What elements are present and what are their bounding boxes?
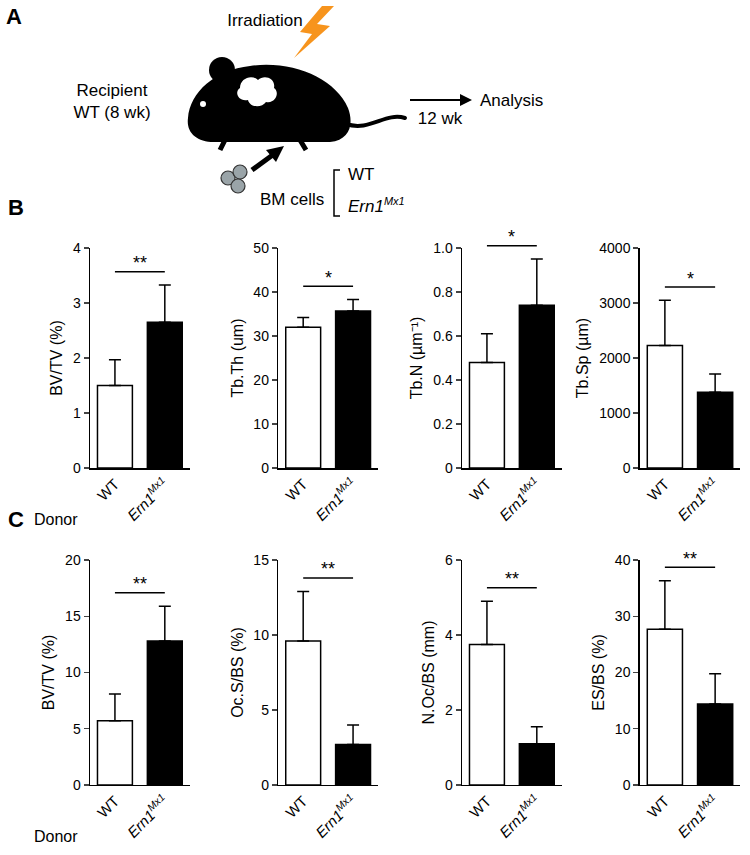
- svg-text:4: 4: [445, 627, 453, 643]
- svg-text:WT: WT: [466, 792, 495, 821]
- svg-text:WT: WT: [644, 475, 673, 504]
- svg-text:20: 20: [253, 372, 269, 388]
- svg-text:Ern1​Mx1​: Ern1​Mx1​: [672, 474, 722, 524]
- svg-text:30: 30: [615, 608, 631, 624]
- svg-text:Oc.S/BS (%): Oc.S/BS (%): [229, 627, 246, 718]
- svg-text:0.4: 0.4: [433, 372, 453, 388]
- svg-text:5: 5: [73, 721, 81, 737]
- svg-text:50: 50: [253, 240, 269, 256]
- svg-text:Analysis: Analysis: [480, 91, 543, 110]
- svg-text:Ern1​Mx1​: Ern1​Mx1​: [122, 474, 172, 524]
- svg-text:WT: WT: [348, 165, 374, 184]
- svg-text:2000: 2000: [599, 350, 630, 366]
- svg-text:10: 10: [253, 416, 269, 432]
- svg-text:Tb.Sp (µm): Tb.Sp (µm): [574, 318, 591, 398]
- svg-text:10: 10: [65, 664, 81, 680]
- svg-text:20: 20: [65, 552, 81, 568]
- svg-text:C: C: [8, 507, 24, 532]
- svg-text:*: *: [687, 269, 694, 289]
- svg-text:Ern1​Mx1​: Ern1​Mx1​: [310, 791, 360, 841]
- svg-text:Donor: Donor: [34, 511, 78, 528]
- svg-text:12 wk: 12 wk: [418, 109, 463, 128]
- svg-text:N.Oc/BS (mm): N.Oc/BS (mm): [420, 621, 437, 725]
- svg-text:0: 0: [261, 460, 269, 476]
- svg-text:0: 0: [623, 460, 631, 476]
- svg-text:*: *: [325, 268, 332, 288]
- svg-text:2: 2: [73, 350, 81, 366]
- svg-text:B: B: [8, 195, 24, 220]
- svg-text:Ern1​Mx1​: Ern1​Mx1​: [494, 791, 544, 841]
- svg-text:BV/TV (%): BV/TV (%): [40, 635, 57, 711]
- svg-text:*: *: [508, 227, 515, 247]
- svg-text:Donor: Donor: [34, 828, 78, 845]
- svg-text:**: **: [683, 549, 697, 569]
- svg-text:10: 10: [253, 627, 269, 643]
- svg-text:Ern1Mx1: Ern1Mx1: [348, 195, 405, 216]
- svg-text:WT: WT: [282, 475, 311, 504]
- svg-text:0: 0: [445, 777, 453, 793]
- svg-text:15: 15: [253, 552, 269, 568]
- svg-text:40: 40: [253, 284, 269, 300]
- svg-text:Tb.N (µm⁻¹): Tb.N (µm⁻¹): [408, 317, 425, 400]
- svg-text:Ern1​Mx1​: Ern1​Mx1​: [310, 474, 360, 524]
- svg-text:**: **: [505, 569, 519, 589]
- svg-text:WT: WT: [94, 792, 123, 821]
- svg-text:3: 3: [73, 295, 81, 311]
- svg-text:10: 10: [615, 721, 631, 737]
- svg-text:WT: WT: [94, 475, 123, 504]
- svg-text:1000: 1000: [599, 405, 630, 421]
- svg-text:0: 0: [623, 777, 631, 793]
- svg-text:WT: WT: [644, 792, 673, 821]
- svg-text:Tb.Th (um): Tb.Th (um): [229, 318, 246, 397]
- svg-text:2: 2: [445, 702, 453, 718]
- svg-text:3000: 3000: [599, 295, 630, 311]
- svg-text:Ern1​Mx1​: Ern1​Mx1​: [494, 474, 544, 524]
- svg-text:30: 30: [253, 328, 269, 344]
- svg-text:**: **: [133, 574, 147, 594]
- svg-text:BM cells: BM cells: [260, 190, 324, 209]
- svg-text:0: 0: [73, 460, 81, 476]
- svg-text:20: 20: [615, 664, 631, 680]
- svg-text:Recipient: Recipient: [77, 81, 148, 100]
- svg-text:0.2: 0.2: [433, 416, 453, 432]
- svg-text:6: 6: [445, 552, 453, 568]
- svg-text:**: **: [321, 559, 335, 579]
- svg-text:0: 0: [261, 777, 269, 793]
- svg-text:0.6: 0.6: [433, 328, 453, 344]
- svg-text:WT: WT: [282, 792, 311, 821]
- svg-text:40: 40: [615, 552, 631, 568]
- svg-text:A: A: [6, 4, 22, 29]
- svg-text:4: 4: [73, 240, 81, 256]
- svg-text:1.0: 1.0: [433, 240, 453, 256]
- svg-text:0: 0: [445, 460, 453, 476]
- svg-text:**: **: [133, 253, 147, 273]
- svg-text:BV/TV (%): BV/TV (%): [48, 320, 65, 396]
- svg-text:1: 1: [73, 405, 81, 421]
- svg-text:Ern1​Mx1​: Ern1​Mx1​: [122, 791, 172, 841]
- svg-text:Ern1​Mx1​: Ern1​Mx1​: [672, 791, 722, 841]
- svg-text:ES/BS (%): ES/BS (%): [590, 634, 607, 710]
- svg-text:0.8: 0.8: [433, 284, 453, 300]
- svg-text:5: 5: [261, 702, 269, 718]
- svg-text:0: 0: [73, 777, 81, 793]
- svg-text:Irradiation: Irradiation: [227, 11, 303, 30]
- svg-text:4000: 4000: [599, 240, 630, 256]
- svg-text:15: 15: [65, 608, 81, 624]
- svg-text:WT: WT: [466, 475, 495, 504]
- svg-text:WT (8 wk): WT (8 wk): [73, 103, 150, 122]
